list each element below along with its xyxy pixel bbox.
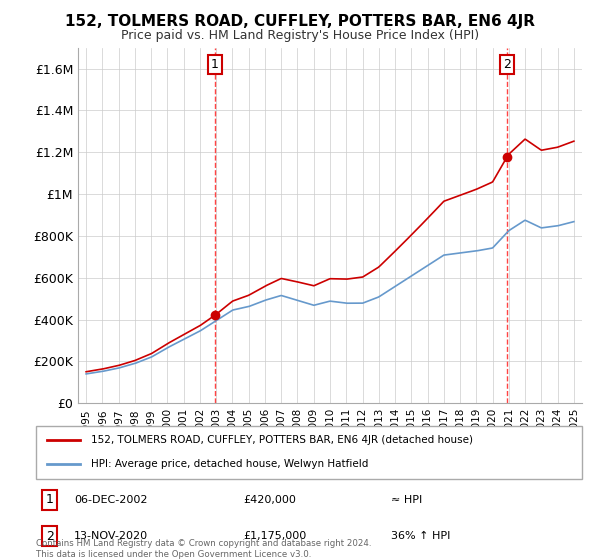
Text: 1: 1 (46, 493, 53, 506)
FancyBboxPatch shape (36, 426, 582, 479)
Text: £420,000: £420,000 (244, 495, 296, 505)
Text: Price paid vs. HM Land Registry's House Price Index (HPI): Price paid vs. HM Land Registry's House … (121, 29, 479, 42)
Text: Contains HM Land Registry data © Crown copyright and database right 2024.
This d: Contains HM Land Registry data © Crown c… (36, 539, 371, 559)
Text: £1,175,000: £1,175,000 (244, 531, 307, 541)
Text: 36% ↑ HPI: 36% ↑ HPI (391, 531, 450, 541)
Text: 2: 2 (46, 530, 53, 543)
Text: 13-NOV-2020: 13-NOV-2020 (74, 531, 148, 541)
Text: 06-DEC-2002: 06-DEC-2002 (74, 495, 148, 505)
Text: 1: 1 (211, 58, 219, 71)
Text: 152, TOLMERS ROAD, CUFFLEY, POTTERS BAR, EN6 4JR: 152, TOLMERS ROAD, CUFFLEY, POTTERS BAR,… (65, 14, 535, 29)
Text: 2: 2 (503, 58, 511, 71)
Text: ≈ HPI: ≈ HPI (391, 495, 422, 505)
Text: HPI: Average price, detached house, Welwyn Hatfield: HPI: Average price, detached house, Welw… (91, 459, 368, 469)
Text: 152, TOLMERS ROAD, CUFFLEY, POTTERS BAR, EN6 4JR (detached house): 152, TOLMERS ROAD, CUFFLEY, POTTERS BAR,… (91, 436, 473, 446)
